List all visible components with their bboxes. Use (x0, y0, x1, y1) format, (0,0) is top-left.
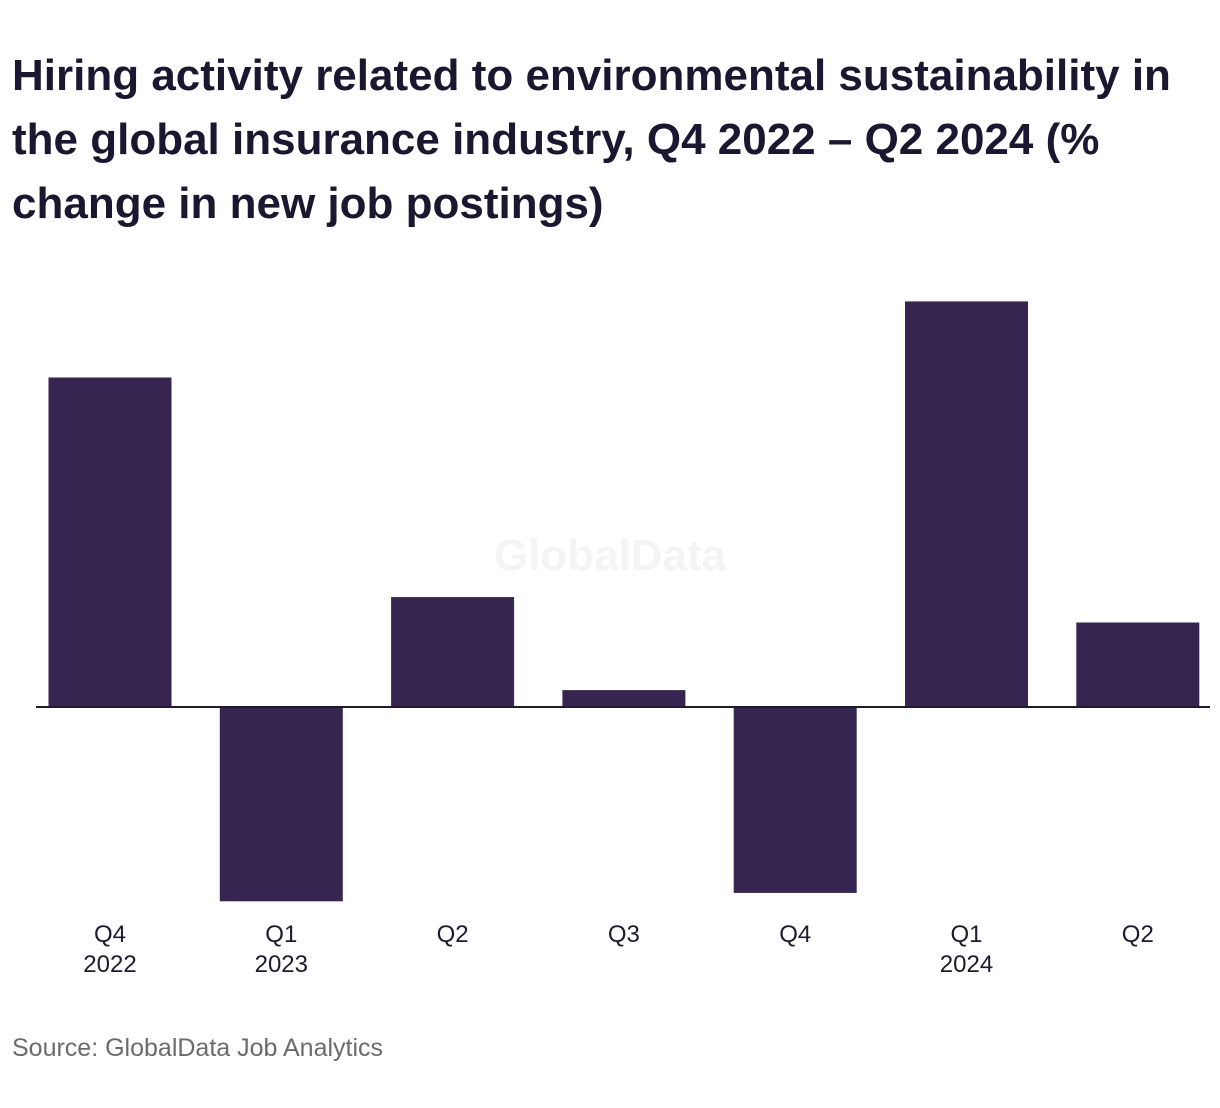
bar-4 (733, 707, 857, 893)
x-tick-label-year: 2022 (83, 951, 136, 978)
source-note: Source: GlobalData Job Analytics (12, 1034, 384, 1062)
bar-0 (48, 377, 172, 707)
x-tick-label-quarter: Q2 (437, 921, 469, 948)
bar-3 (562, 690, 686, 707)
x-tick-label-quarter: Q2 (1122, 921, 1154, 948)
bar-2 (391, 597, 515, 707)
x-tick-label-year: 2024 (940, 951, 993, 978)
x-tick-label-quarter: Q1 (265, 921, 297, 948)
x-tick-label-quarter: Q4 (779, 921, 811, 948)
bar-1 (219, 707, 343, 902)
x-tick-label-quarter: Q1 (950, 921, 982, 948)
x-tick-label-year: 2023 (255, 951, 308, 978)
chart-title: Hiring activity related to environmental… (12, 51, 1171, 228)
watermark: GlobalData (494, 531, 727, 580)
bar-6 (1076, 622, 1200, 707)
bar-5 (905, 301, 1028, 707)
x-tick-label-quarter: Q4 (94, 921, 126, 948)
x-tick-label-quarter: Q3 (608, 921, 640, 948)
